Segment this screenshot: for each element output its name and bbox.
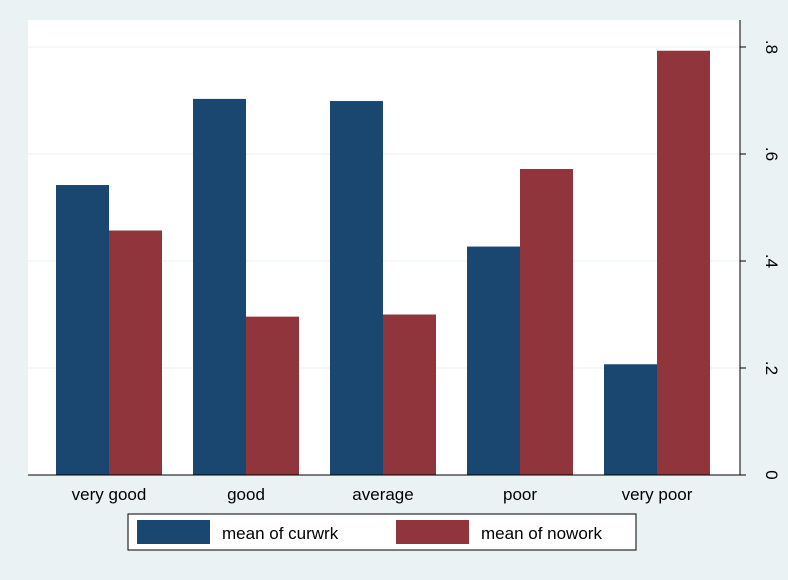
- legend: mean of curwrk mean of nowork: [127, 513, 637, 551]
- y-tick-label: 0: [762, 470, 781, 479]
- legend-swatch-nowork: [396, 520, 469, 544]
- bar-curwrk-very-good: [56, 185, 109, 475]
- legend-box: [127, 513, 637, 551]
- bar-nowork-very-good: [109, 230, 162, 475]
- legend-swatch-curwrk: [137, 520, 210, 544]
- y-tick-label: .6: [762, 147, 781, 161]
- legend-label-curwrk: mean of curwrk: [222, 524, 339, 543]
- x-category-label: poor: [503, 485, 537, 504]
- bars: [56, 50, 710, 476]
- y-axis-ticks: 0 .2 .4 .6 .8: [740, 40, 781, 480]
- bar-curwrk-very-poor: [604, 364, 657, 475]
- bar-nowork-good: [246, 316, 299, 475]
- bar-nowork-poor: [520, 168, 573, 476]
- bar-curwrk-average: [330, 101, 383, 475]
- x-category-label: good: [227, 485, 265, 504]
- bar-nowork-very-poor: [657, 50, 710, 476]
- x-category-label: very good: [72, 485, 147, 504]
- x-category-label: average: [352, 485, 413, 504]
- legend-label-nowork: mean of nowork: [481, 524, 602, 543]
- y-tick-label: .2: [762, 361, 781, 375]
- bar-curwrk-good: [193, 98, 246, 476]
- y-tick-label: .4: [762, 254, 781, 268]
- bar-curwrk-poor: [467, 246, 520, 475]
- x-category-label: very poor: [622, 485, 693, 504]
- x-axis-labels: very good good average poor very poor: [72, 485, 693, 504]
- y-tick-label: .8: [762, 40, 781, 54]
- bar-nowork-average: [383, 314, 436, 475]
